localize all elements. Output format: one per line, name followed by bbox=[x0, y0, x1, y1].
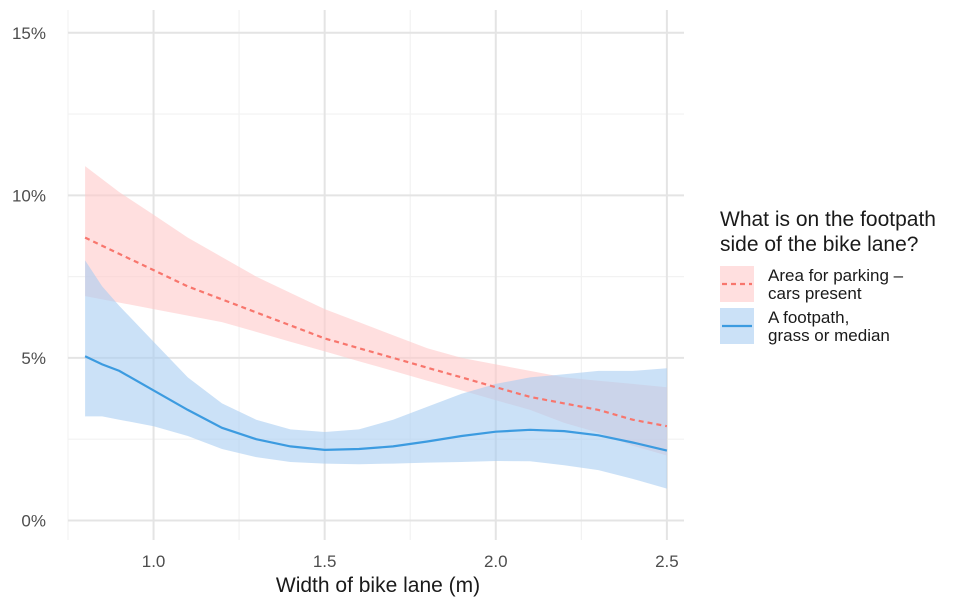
x-tick-label: 1.0 bbox=[142, 552, 166, 571]
x-tick-label: 2.0 bbox=[484, 552, 508, 571]
y-tick-label: 10% bbox=[12, 186, 46, 205]
legend-title-line: side of the bike lane? bbox=[720, 233, 918, 256]
series-lines bbox=[84, 236, 668, 452]
legend-label-2: grass or median bbox=[768, 326, 890, 345]
y-tick-label: 15% bbox=[12, 24, 46, 43]
legend-title-line: What is on the footpath bbox=[720, 208, 936, 231]
series-2-line bbox=[84, 355, 668, 452]
x-axis-title: Width of bike lane (m) bbox=[276, 574, 480, 597]
x-tick-label: 1.5 bbox=[313, 552, 337, 571]
confidence-ribbons bbox=[85, 166, 667, 489]
legend-label-1: cars present bbox=[768, 284, 862, 303]
x-axis-ticks: 1.0 1.5 2.0 2.5 bbox=[142, 552, 679, 571]
y-tick-label: 0% bbox=[21, 511, 46, 530]
series-1-line bbox=[84, 236, 668, 428]
y-axis-ticks: 0% 5% 10% 15% bbox=[12, 24, 46, 531]
legend-label-1: Area for parking – bbox=[768, 266, 904, 285]
y-tick-label: 5% bbox=[21, 349, 46, 368]
x-tick-label: 2.5 bbox=[655, 552, 679, 571]
legend-label-2: A footpath, bbox=[768, 308, 849, 327]
